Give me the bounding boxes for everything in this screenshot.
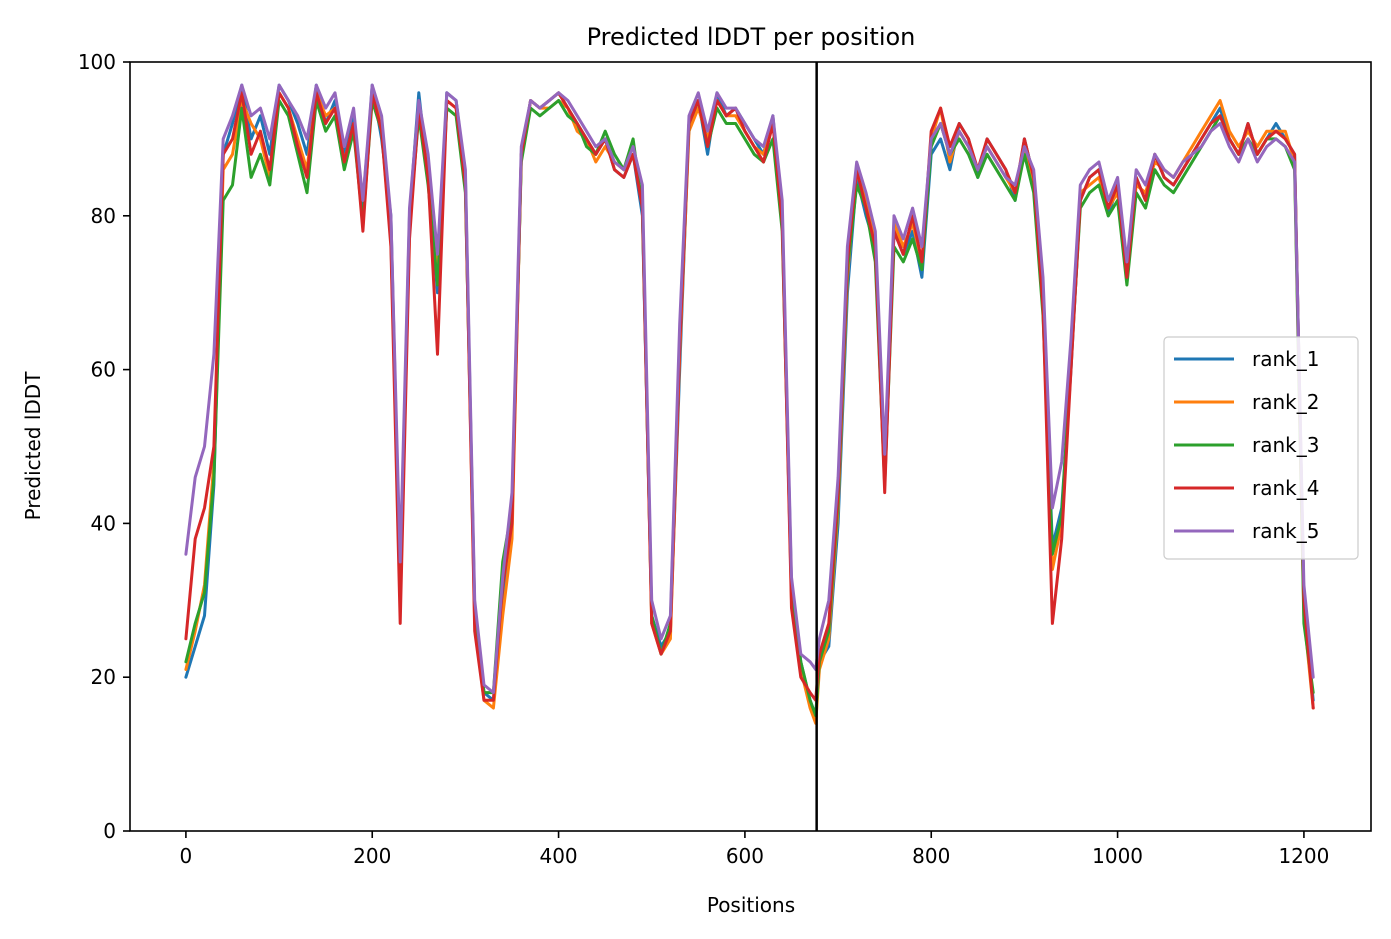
legend: rank_1 rank_2 rank_3 rank_4 rank_5 xyxy=(1163,336,1359,560)
legend-label-rank-5: rank_5 xyxy=(1252,519,1319,543)
x-axis-title: Positions xyxy=(707,893,795,917)
axes-layer: 0 200 400 600 800 1000 1200 0 20 40 60 80 100 xyxy=(78,50,1372,868)
series-line-rank-5 xyxy=(184,83,1315,695)
x-tick-label: 0 xyxy=(180,844,193,868)
x-tick-label: 1000 xyxy=(1092,844,1143,868)
y-tick-label: 40 xyxy=(91,511,116,535)
y-tick-label: 20 xyxy=(91,665,116,689)
y-tick-label: 80 xyxy=(91,204,116,228)
y-tick-label: 100 xyxy=(78,50,116,74)
legend-label-rank-1: rank_1 xyxy=(1252,347,1319,371)
y-axis-title: Predicted lDDT xyxy=(21,371,45,521)
x-tick-label: 1200 xyxy=(1278,844,1329,868)
x-tick-label: 400 xyxy=(539,844,577,868)
x-tick-label: 800 xyxy=(912,844,950,868)
legend-label-rank-2: rank_2 xyxy=(1252,390,1319,414)
chart-title: Predicted lDDT per position xyxy=(587,23,916,51)
x-tick-label: 200 xyxy=(353,844,391,868)
legend-label-rank-4: rank_4 xyxy=(1252,476,1319,500)
legend-box xyxy=(1163,336,1359,560)
legend-label-rank-3: rank_3 xyxy=(1252,433,1319,457)
series-layer xyxy=(184,62,1315,831)
y-tick-label: 0 xyxy=(103,819,116,843)
plot-frame xyxy=(129,61,1372,832)
y-tick-label: 60 xyxy=(91,358,116,382)
x-tick-label: 600 xyxy=(726,844,764,868)
